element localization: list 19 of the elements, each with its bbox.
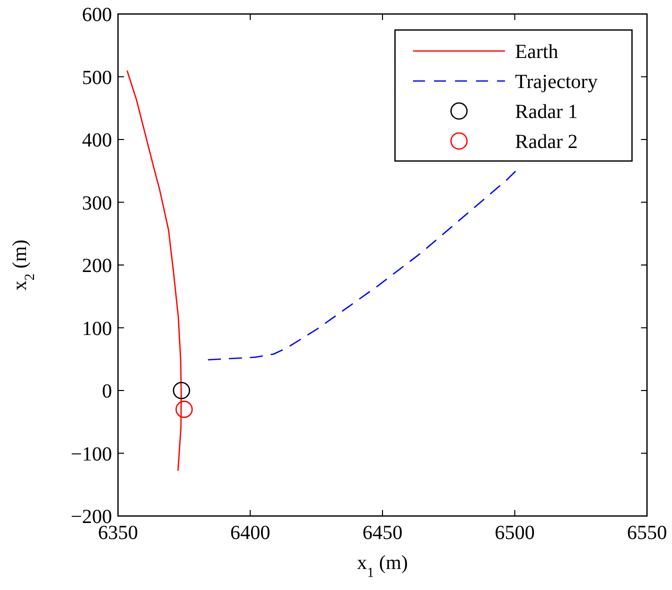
y-tick-label: 400 (82, 130, 112, 152)
x-tick-label: 6400 (230, 522, 270, 544)
legend-label: Trajectory (515, 71, 598, 93)
y-tick-label: 0 (102, 380, 112, 402)
x-axis-title: x$_{1}$ (m) (357, 552, 408, 580)
legend-label: Radar 2 (515, 131, 578, 153)
x-tick-label: 6350 (98, 522, 138, 544)
y-tick-label: −100 (70, 443, 112, 466)
y-tick-label: 600 (82, 4, 112, 26)
legend-label: Radar 1 (515, 101, 578, 123)
y-tick-label: 500 (82, 66, 112, 89)
x-tick-label: 6500 (494, 522, 535, 544)
legend-label: Earth (515, 41, 558, 63)
y-tick-label: 300 (82, 192, 112, 214)
x-tick-label: 6550 (627, 522, 667, 544)
y-tick-label: 100 (82, 318, 112, 340)
y-tick-label: 200 (82, 255, 112, 277)
line-series (208, 170, 516, 360)
x-tick-label: 6450 (362, 522, 402, 544)
